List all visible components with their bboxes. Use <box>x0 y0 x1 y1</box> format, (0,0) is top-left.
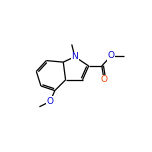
Text: O: O <box>107 52 114 60</box>
Text: N: N <box>71 52 78 61</box>
Text: O: O <box>47 97 54 106</box>
Text: O: O <box>101 75 108 84</box>
